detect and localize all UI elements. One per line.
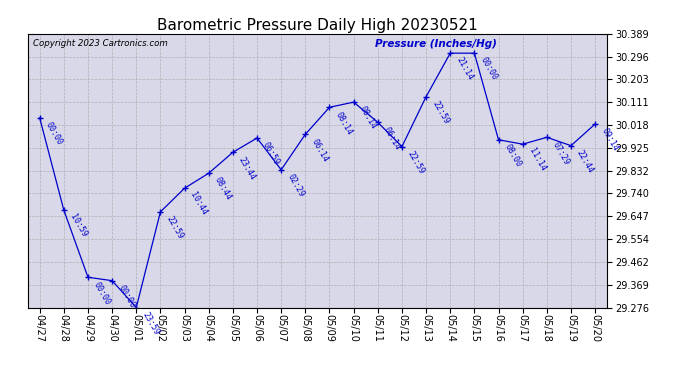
- Text: 10:44: 10:44: [189, 191, 209, 217]
- Text: 00:00: 00:00: [92, 280, 112, 306]
- Text: 08:14: 08:14: [358, 105, 378, 131]
- Text: 06:14: 06:14: [382, 125, 402, 151]
- Text: 09:14: 09:14: [600, 127, 620, 153]
- Text: 06:14: 06:14: [310, 137, 330, 163]
- Text: 10:59: 10:59: [68, 213, 88, 239]
- Text: 22:59: 22:59: [165, 214, 185, 241]
- Text: 07:29: 07:29: [551, 140, 571, 166]
- Text: Copyright 2023 Cartronics.com: Copyright 2023 Cartronics.com: [33, 39, 168, 48]
- Text: 23:59: 23:59: [141, 310, 161, 336]
- Text: 00:00: 00:00: [44, 121, 64, 147]
- Text: 00:00: 00:00: [117, 284, 137, 310]
- Text: 08:00: 08:00: [503, 142, 523, 169]
- Text: 08:14: 08:14: [334, 110, 354, 136]
- Text: 22:44: 22:44: [575, 148, 595, 175]
- Text: 23:44: 23:44: [237, 155, 257, 181]
- Text: 08:44: 08:44: [213, 176, 233, 202]
- Text: 11:14: 11:14: [527, 147, 547, 173]
- Text: 06:59: 06:59: [262, 141, 282, 167]
- Text: 22:59: 22:59: [406, 149, 426, 176]
- Text: 21:14: 21:14: [455, 56, 475, 82]
- Title: Barometric Pressure Daily High 20230521: Barometric Pressure Daily High 20230521: [157, 18, 477, 33]
- Text: 00:00: 00:00: [479, 56, 499, 82]
- Text: Pressure (Inches/Hg): Pressure (Inches/Hg): [375, 39, 497, 49]
- Text: 22:59: 22:59: [431, 99, 451, 126]
- Text: 02:29: 02:29: [286, 172, 306, 199]
